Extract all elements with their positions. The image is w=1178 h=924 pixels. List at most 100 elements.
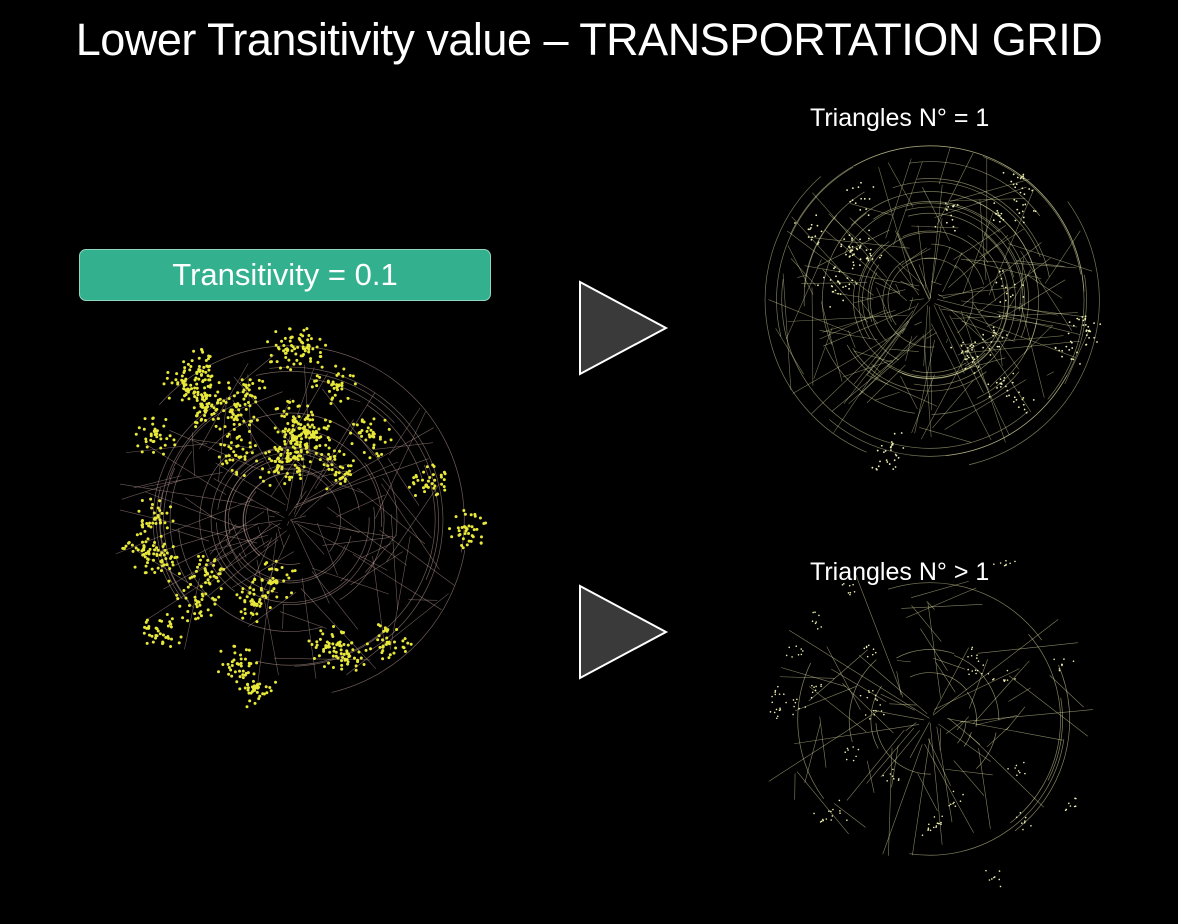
network-edge (900, 280, 920, 291)
network-node (865, 208, 868, 211)
network-edge (922, 186, 950, 242)
network-node (154, 522, 158, 526)
network-node (346, 662, 350, 666)
network-node (994, 212, 997, 215)
network-node (954, 229, 956, 232)
network-edge (937, 299, 1081, 335)
network-node (267, 450, 271, 454)
network-node (346, 464, 350, 468)
network-node (154, 516, 158, 520)
network-node (154, 633, 158, 637)
network-node (1023, 761, 1025, 764)
network-node (346, 472, 350, 476)
network-node (1016, 208, 1019, 211)
network-node (292, 428, 296, 432)
network-edge (853, 350, 893, 363)
network-node (886, 780, 888, 782)
network-node (173, 443, 177, 447)
network-node (993, 678, 995, 680)
network-node (852, 746, 855, 748)
network-node (205, 571, 209, 575)
network-node (222, 443, 226, 447)
network-node (323, 418, 327, 422)
network-node (312, 425, 316, 429)
network-node (1096, 341, 1098, 343)
network-node (362, 450, 366, 454)
network-node (1032, 210, 1035, 212)
network-node (285, 471, 289, 475)
network-node (194, 569, 198, 573)
network-node (318, 337, 322, 341)
network-node (251, 580, 255, 584)
network-node (341, 374, 345, 378)
network-node (283, 442, 287, 446)
network-node (340, 381, 344, 385)
network-node (295, 470, 299, 474)
network-node (859, 258, 862, 261)
network-node (247, 423, 251, 427)
network-node (148, 547, 152, 551)
network-node (159, 437, 163, 441)
network-edge (917, 225, 927, 289)
network-node (283, 430, 287, 434)
network-node (282, 343, 286, 347)
network-edge (768, 299, 852, 334)
network-node (998, 270, 1001, 273)
network-node (889, 773, 892, 775)
network-node (297, 336, 301, 340)
network-node (891, 442, 894, 445)
network-node (275, 360, 279, 364)
network-node (198, 611, 202, 615)
network-node (159, 534, 163, 538)
network-edge (920, 349, 970, 440)
transitivity-badge: Transitivity = 0.1 (79, 249, 491, 301)
network-edge (792, 328, 906, 394)
network-node (278, 366, 282, 370)
network-node (186, 609, 190, 613)
network-node (230, 468, 234, 472)
network-edge (878, 166, 914, 288)
network-edge (776, 166, 854, 337)
network-node (266, 340, 270, 344)
network-node (874, 651, 877, 654)
network-node (318, 351, 322, 355)
network-node (830, 819, 833, 821)
network-node (311, 413, 315, 417)
network-node (167, 396, 171, 400)
network-node (253, 701, 257, 705)
network-edge (822, 306, 916, 347)
network-node (296, 345, 300, 349)
network-edge (263, 530, 288, 548)
network-node (332, 449, 336, 453)
network-node (247, 383, 251, 387)
network-node (204, 370, 208, 374)
network-node (158, 518, 162, 522)
network-node (247, 691, 251, 695)
network-edge (880, 693, 915, 711)
network-edge (931, 281, 942, 285)
network-node (196, 616, 200, 620)
network-node (340, 387, 344, 391)
network-node (309, 357, 313, 361)
network-node (852, 583, 854, 586)
network-node (380, 452, 384, 456)
network-node (291, 433, 295, 437)
network-node (797, 653, 800, 656)
network-node (206, 608, 210, 612)
network-edge (279, 611, 327, 629)
network-node (416, 478, 420, 482)
network-edge (931, 323, 992, 441)
network-node (319, 629, 323, 633)
network-node (339, 482, 343, 486)
network-node (201, 554, 205, 558)
network-node (822, 819, 825, 822)
network-edge (941, 308, 1054, 327)
network-node (372, 446, 376, 450)
network-node (305, 346, 309, 350)
network-node (312, 657, 316, 661)
network-node (282, 349, 286, 353)
network-node (993, 331, 996, 334)
network-node (820, 626, 823, 628)
network-edge (791, 216, 856, 287)
network-node (209, 613, 213, 617)
